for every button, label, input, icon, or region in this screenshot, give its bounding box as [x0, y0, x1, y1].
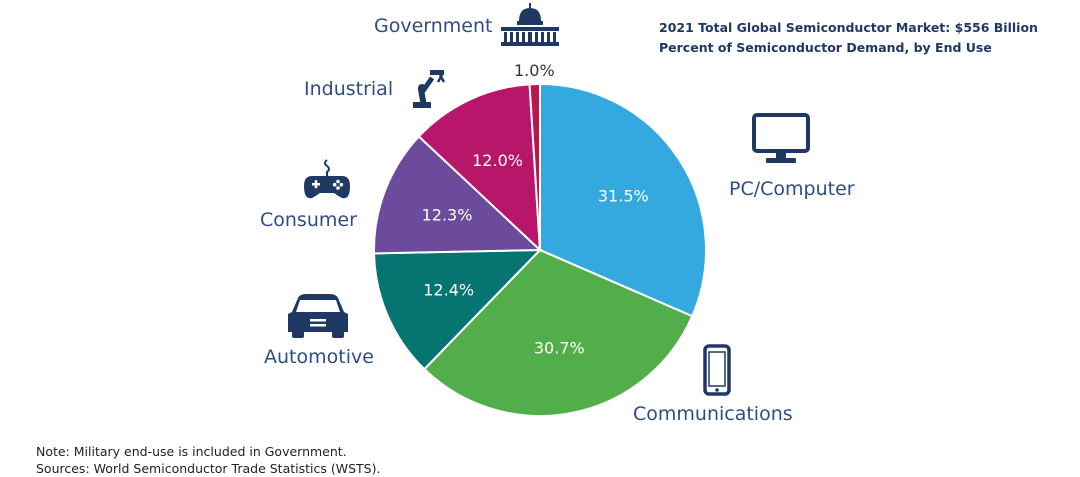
pie-slice-government [528, 82, 541, 251]
pie-slice-consumer [373, 135, 543, 255]
gamepad-icon [304, 159, 350, 199]
pie-slices [373, 82, 707, 417]
value-label-pc-computer: 31.5% [598, 186, 649, 205]
pie-slice-pc-computer [539, 82, 707, 318]
note-military: Note: Military end-use is included in Go… [36, 444, 347, 459]
value-label-automotive: 12.4% [423, 281, 474, 300]
value-label-consumer: 12.3% [422, 205, 473, 224]
robot-arm-icon [413, 70, 446, 108]
category-label-consumer: Consumer [260, 209, 357, 231]
car-icon [288, 294, 348, 338]
value-label-industrial: 12.0% [472, 151, 523, 170]
smartphone-icon [703, 344, 731, 396]
category-label-pc-computer: PC/Computer [729, 178, 855, 200]
value-label-government: 1.0% [514, 61, 555, 80]
monitor-icon [752, 113, 810, 163]
pie-slice-automotive [373, 248, 543, 371]
pie-slice-communications [422, 248, 694, 417]
category-label-government: Government [374, 15, 493, 37]
note-sources: Sources: World Semiconductor Trade Stati… [36, 461, 381, 476]
pie-slice-industrial [417, 83, 542, 253]
value-label-communications: 30.7% [534, 339, 585, 358]
category-label-automotive: Automotive [264, 346, 374, 368]
capitol-building-icon [501, 3, 559, 46]
pie-value-labels: 31.5% 30.7% 12.4% 12.3% 12.0% 1.0% [422, 61, 649, 358]
chart-title: 2021 Total Global Semiconductor Market: … [659, 20, 1038, 55]
category-label-industrial: Industrial [304, 78, 394, 100]
category-label-communications: Communications [633, 403, 793, 425]
